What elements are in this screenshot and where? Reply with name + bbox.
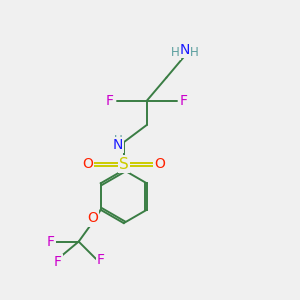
Text: H: H xyxy=(190,46,199,59)
Text: H: H xyxy=(171,46,180,59)
Text: O: O xyxy=(82,157,93,171)
Text: F: F xyxy=(47,235,55,249)
Text: F: F xyxy=(54,255,62,269)
Text: F: F xyxy=(106,94,114,108)
Text: O: O xyxy=(87,212,98,226)
Text: H: H xyxy=(114,134,122,147)
Text: N: N xyxy=(113,138,123,152)
Text: F: F xyxy=(180,94,188,108)
Text: N: N xyxy=(180,43,190,57)
Text: O: O xyxy=(154,157,165,171)
Text: S: S xyxy=(119,157,129,172)
Text: F: F xyxy=(97,253,105,267)
